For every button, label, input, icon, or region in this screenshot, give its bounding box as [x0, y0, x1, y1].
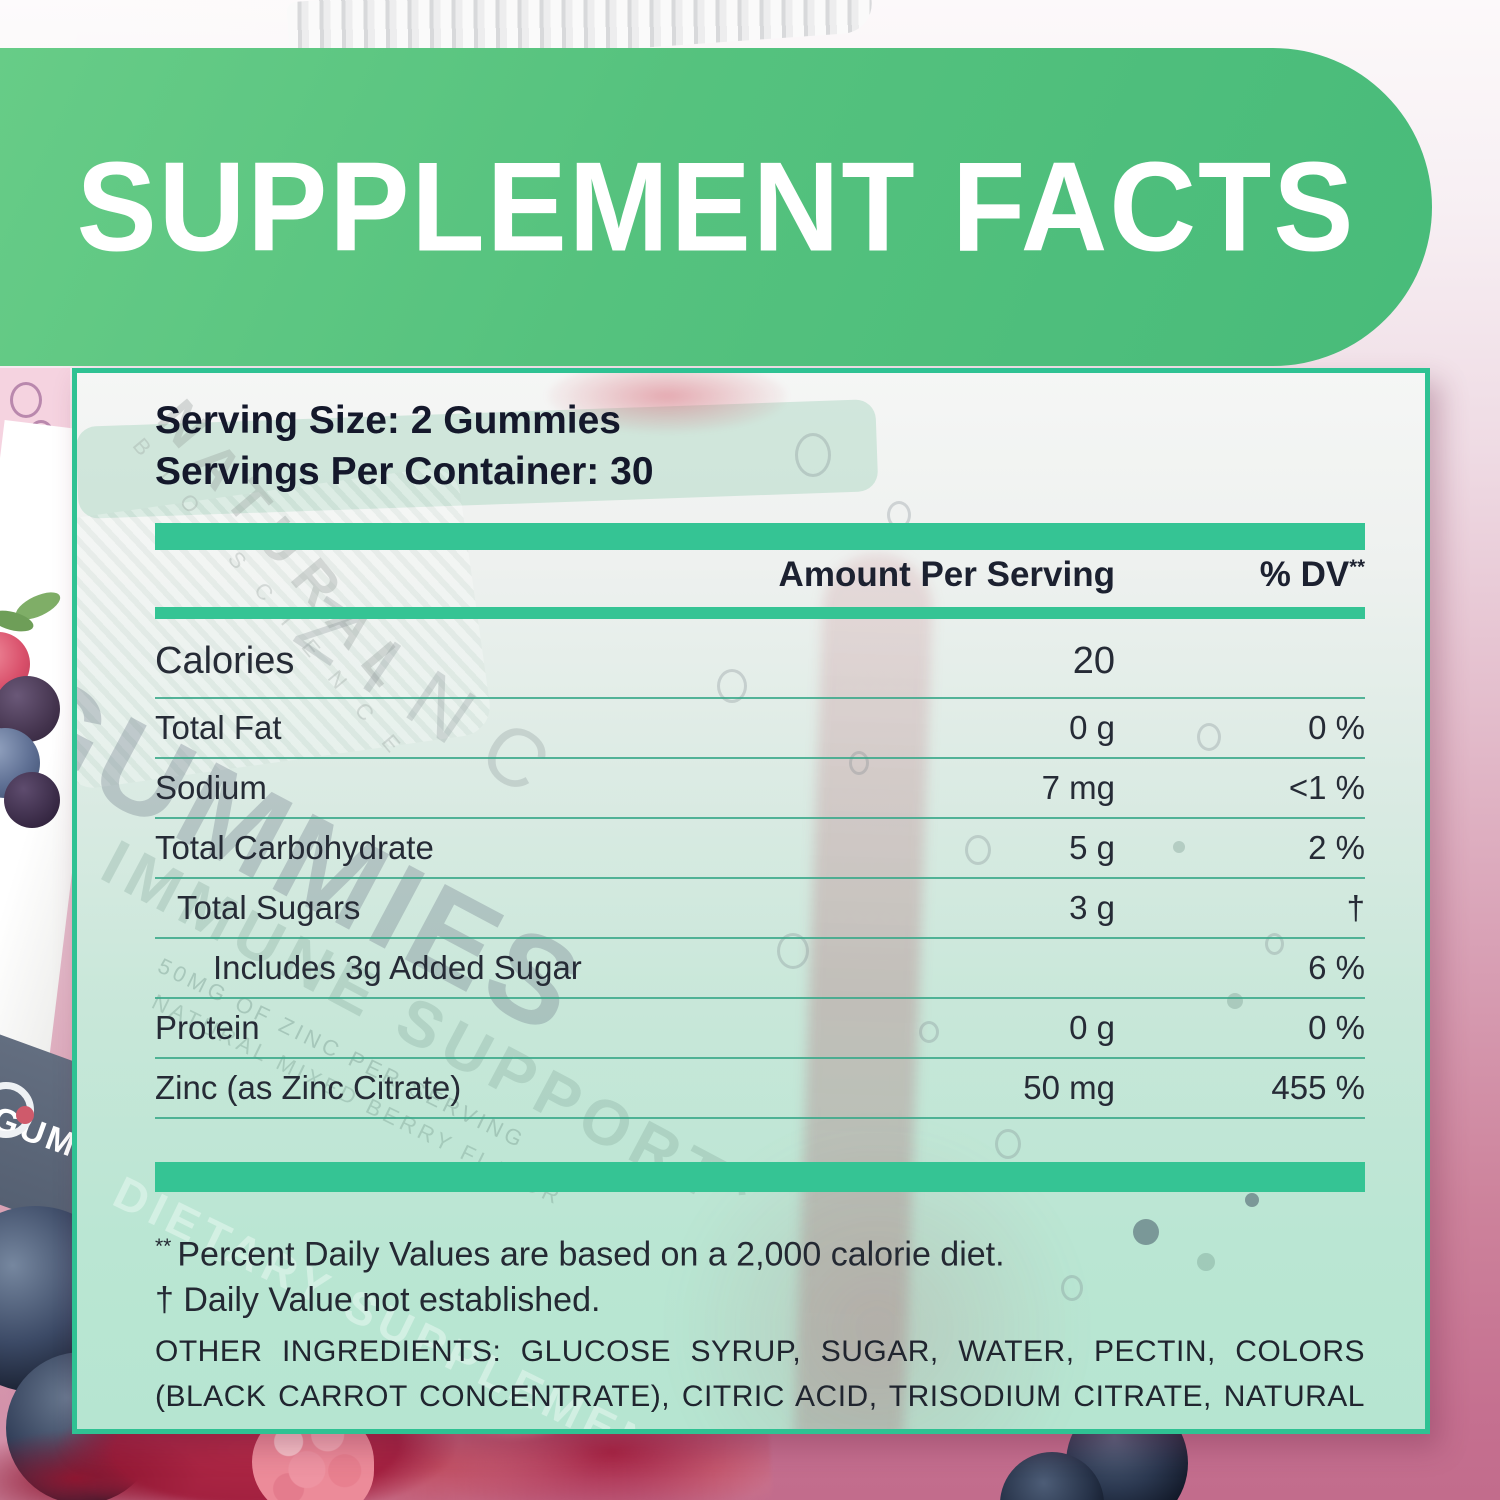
nutrient-dv: 6 %: [1308, 949, 1365, 986]
blackberry-icon: [4, 772, 60, 828]
table-row-total-fat: Total Fat 0 g 0 %: [155, 699, 1365, 759]
nutrient-dv: 2 %: [1308, 829, 1365, 866]
table-row-added-sugar: Includes 3g Added Sugar 6 %: [155, 939, 1365, 999]
table-row-protein: Protein 0 g 0 %: [155, 999, 1365, 1059]
amount-per-serving-header: Amount Per Serving: [778, 555, 1115, 594]
table-row-sodium: Sodium 7 mg <1 %: [155, 759, 1365, 819]
footnote-daily-values: ** Percent Daily Values are based on a 2,…: [155, 1235, 1005, 1274]
nutrient-amount: 5 g: [1069, 829, 1115, 866]
droplet-icon: [995, 1129, 1021, 1159]
nutrient-amount: 50 mg: [1023, 1069, 1115, 1106]
nutrient-label: Sodium: [155, 769, 267, 806]
table-row-calories: Calories 20: [155, 625, 1365, 699]
servings-per-container: Servings Per Container: 30: [155, 450, 654, 493]
droplet-icon: [795, 433, 831, 477]
footnote-not-established: † Daily Value not established.: [155, 1281, 601, 1319]
nutrient-amount: 0 g: [1069, 1009, 1115, 1046]
nutrient-dv: 0 %: [1308, 1009, 1365, 1046]
table-row-zinc: Zinc (as Zinc Citrate) 50 mg 455 %: [155, 1059, 1365, 1119]
nutrient-label: Zinc (as Zinc Citrate): [155, 1069, 462, 1106]
nutrient-label: Includes 3g Added Sugar: [213, 949, 582, 986]
supplement-facts-panel: NATURAL BIO SCIENCE ZINC GUMMIES IMMUNE …: [72, 368, 1430, 1434]
nutrient-dv: 455 %: [1271, 1069, 1365, 1106]
serving-info: Serving Size: 2 Gummies Servings Per Con…: [155, 395, 654, 497]
nutrient-amount: 0 g: [1069, 709, 1115, 746]
nutrient-label: Total Fat: [155, 709, 282, 746]
table-row-total-sugars: Total Sugars 3 g †: [155, 879, 1365, 939]
other-ingredients: OTHER INGREDIENTS: GLUCOSE SYRUP, SUGAR,…: [155, 1335, 1365, 1429]
serving-size: Serving Size: 2 Gummies: [155, 399, 622, 442]
percent-dv-header: % DV**: [1259, 555, 1365, 594]
nutrient-label: Total Sugars: [177, 889, 361, 926]
banner: SUPPLEMENT FACTS: [0, 48, 1432, 366]
table-header: Amount Per Serving % DV**: [155, 555, 1365, 595]
nutrient-amount: 20: [1072, 639, 1115, 682]
page-title: SUPPLEMENT FACTS: [76, 135, 1356, 279]
nutrient-amount: 7 mg: [1041, 769, 1115, 806]
divider-bar-thick: [155, 523, 1365, 550]
logo-dot-icon: [16, 1106, 34, 1124]
nutrient-label: Total Carbohydrate: [155, 829, 434, 866]
nutrient-dv: †: [1346, 889, 1365, 926]
nutrient-amount: 3 g: [1069, 889, 1115, 926]
nutrient-label: Calories: [155, 639, 295, 682]
berry-dot-decor: [1245, 1193, 1259, 1207]
nutrient-dv: 0 %: [1308, 709, 1365, 746]
nutrient-label: Protein: [155, 1009, 260, 1046]
table-row-total-carbohydrate: Total Carbohydrate 5 g 2 %: [155, 819, 1365, 879]
divider-bar-thick: [155, 1162, 1365, 1192]
nutrient-dv: <1 %: [1288, 769, 1365, 806]
nutrition-table: Calories 20 Total Fat 0 g 0 % Sodium 7 mg <…: [155, 625, 1365, 1119]
divider-bar-thin: [155, 607, 1365, 619]
